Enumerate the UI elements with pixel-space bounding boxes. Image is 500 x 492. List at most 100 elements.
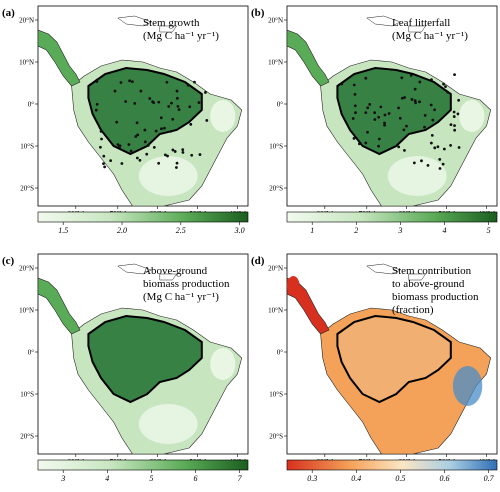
site-marker <box>364 76 368 80</box>
panel-d: 20°N10°N0°10°S20°S80°W70°W60°W50°W40°W(d… <box>251 253 498 483</box>
site-marker <box>457 146 461 149</box>
site-marker <box>133 101 137 105</box>
amazon-region-fill <box>337 68 451 154</box>
site-marker <box>94 108 98 112</box>
caatinga-region <box>210 100 236 132</box>
colorbar <box>286 211 498 223</box>
amazon-boundary <box>336 66 452 156</box>
site-marker <box>413 87 417 91</box>
panel-label: (b) <box>251 7 265 19</box>
site-marker <box>188 105 192 109</box>
site-marker <box>433 108 436 112</box>
site-marker <box>171 148 175 152</box>
lat-tick-label: 0° <box>28 349 35 357</box>
site-marker <box>95 80 99 83</box>
site-marker <box>383 123 386 127</box>
site-marker <box>446 90 450 94</box>
site-marker <box>198 153 202 156</box>
panel-a: 20°N10°N0°10°S20°S80°W70°W60°W50°W40°W(a… <box>2 5 249 235</box>
site-marker <box>413 99 417 102</box>
savanna-region <box>387 156 447 196</box>
site-marker <box>109 159 113 163</box>
lat-tick-label: 20°N <box>268 265 283 273</box>
site-markers <box>94 78 209 169</box>
site-marker <box>113 89 117 93</box>
site-marker <box>429 141 433 145</box>
site-marker <box>145 152 149 156</box>
site-marker <box>159 116 163 120</box>
site-marker <box>102 162 105 166</box>
amazon-region-fill <box>337 316 451 402</box>
colorbar-tick-label: 2.0 <box>117 226 127 235</box>
site-marker <box>373 118 377 121</box>
site-marker <box>181 148 185 152</box>
site-marker <box>377 115 381 119</box>
site-marker <box>135 121 139 125</box>
site-marker <box>373 111 377 115</box>
site-marker <box>127 143 131 146</box>
colorbar-tick-label: 7 <box>238 474 243 483</box>
site-marker <box>129 149 133 153</box>
site-marker <box>357 142 361 146</box>
site-marker <box>453 73 456 77</box>
colorbar-tick-label: 2 <box>354 226 358 235</box>
site-marker <box>160 127 163 131</box>
site-marker <box>453 124 456 128</box>
site-marker <box>102 154 106 158</box>
site-marker <box>400 96 404 100</box>
low-fraction-patch <box>287 276 300 296</box>
site-marker <box>420 159 423 163</box>
site-marker <box>431 118 435 122</box>
site-marker <box>398 116 402 120</box>
savanna-region <box>138 404 198 444</box>
lat-tick-label: 10°N <box>268 307 283 315</box>
site-marker <box>436 145 440 149</box>
site-marker <box>163 126 166 130</box>
site-marker <box>118 144 122 148</box>
lat-tick-label: 0° <box>277 349 284 357</box>
colorbar-tick-label: 3 <box>60 474 65 483</box>
site-marker <box>352 83 356 87</box>
lat-tick-label: 20°N <box>268 17 283 25</box>
site-marker <box>190 153 194 157</box>
site-marker <box>120 162 124 165</box>
site-marker <box>351 117 355 120</box>
site-marker <box>414 101 417 105</box>
savanna-region <box>138 156 198 196</box>
lat-tick-label: 10°S <box>269 143 283 151</box>
site-marker <box>148 97 152 100</box>
site-marker <box>438 157 442 161</box>
lat-tick-label: 0° <box>277 101 284 109</box>
site-marker <box>368 102 372 106</box>
site-marker <box>151 100 154 103</box>
site-marker <box>136 133 140 137</box>
amazon-boundary <box>87 314 203 404</box>
site-marker <box>157 100 161 104</box>
colorbar-tick-label: 0.4 <box>351 474 361 483</box>
site-marker <box>423 125 426 129</box>
site-marker <box>165 80 169 84</box>
caatinga-region <box>210 348 236 380</box>
site-marker <box>412 161 416 165</box>
site-marker <box>377 144 380 148</box>
site-marker <box>377 137 381 141</box>
colorbar-tick-label: 0.3 <box>307 474 317 483</box>
colorbar-tick-label: 4 <box>443 226 447 235</box>
site-marker <box>163 153 167 157</box>
panel-title-line: (Mg C ha⁻¹ yr⁻¹) <box>143 30 219 42</box>
site-marker <box>403 148 406 152</box>
panel-title-line: Stem contribution <box>392 265 472 277</box>
site-marker <box>410 98 414 101</box>
site-marker <box>134 135 138 138</box>
site-marker <box>409 73 413 77</box>
site-marker <box>176 104 180 108</box>
island-cuba <box>117 15 153 27</box>
site-marker <box>452 115 456 118</box>
site-marker <box>383 113 387 117</box>
lat-tick-label: 10°N <box>268 59 283 67</box>
colorbar <box>37 459 249 471</box>
site-marker <box>387 112 391 115</box>
site-marker <box>383 121 386 125</box>
island-hispaniola <box>159 25 178 33</box>
island-cuba <box>366 263 402 275</box>
